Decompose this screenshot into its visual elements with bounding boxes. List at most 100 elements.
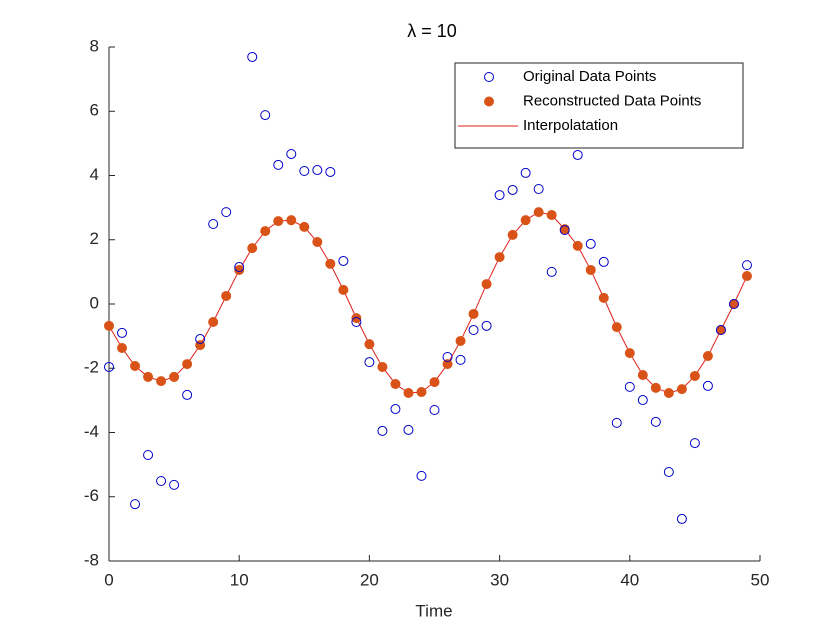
data-point (182, 389, 193, 400)
data-point (702, 351, 713, 362)
data-point (143, 449, 154, 460)
data-point (494, 190, 505, 201)
data-point (221, 290, 232, 301)
data-point (403, 424, 414, 435)
data-point (689, 438, 700, 449)
data-point (676, 384, 687, 395)
data-point (585, 264, 596, 275)
data-point (546, 210, 557, 221)
data-point (741, 260, 752, 271)
data-point (377, 361, 388, 372)
data-point (507, 229, 518, 240)
data-point (338, 255, 349, 266)
data-point (624, 348, 635, 359)
data-point (572, 240, 583, 251)
y-tick-label: 2 (90, 229, 99, 248)
data-point (338, 284, 349, 295)
data-point (663, 387, 674, 398)
data-point (481, 320, 492, 331)
y-tick-label: -8 (84, 550, 99, 569)
x-tick-label: 20 (360, 570, 379, 589)
data-point (104, 320, 114, 331)
data-point (455, 354, 466, 365)
data-point (741, 271, 752, 282)
data-point (585, 238, 596, 249)
data-point (546, 266, 557, 277)
x-tick-label: 40 (620, 570, 639, 589)
data-point (403, 387, 414, 398)
data-point (663, 467, 674, 478)
data-point (299, 166, 310, 177)
data-point (312, 236, 323, 247)
legend-swatch (484, 96, 494, 107)
data-point (611, 417, 622, 428)
data-point (416, 470, 427, 481)
legend-label: Original Data Points (523, 68, 656, 85)
data-point (390, 378, 401, 389)
data-point (130, 361, 141, 372)
data-point (689, 370, 700, 381)
data-point (351, 316, 362, 327)
data-point (481, 279, 492, 290)
x-tick-label: 50 (751, 570, 770, 589)
line (108, 211, 748, 394)
data-point (273, 159, 284, 170)
data-point (130, 499, 141, 510)
data-point (260, 110, 271, 121)
data-point (351, 313, 362, 324)
data-point (286, 148, 297, 159)
data-point (234, 262, 245, 273)
data-point (429, 377, 440, 388)
data-point (364, 357, 375, 368)
legend-box (454, 62, 744, 149)
data-point (377, 425, 388, 436)
data-point (169, 371, 180, 382)
data-point (156, 376, 167, 387)
data-point (299, 221, 310, 232)
data-point (208, 316, 219, 327)
data-point (182, 359, 193, 370)
x-tick-label: 0 (104, 570, 113, 589)
data-point (598, 256, 609, 267)
data-point (364, 339, 375, 350)
data-point (650, 416, 661, 427)
data-point (520, 215, 531, 226)
data-point (533, 183, 544, 194)
data-point (494, 252, 505, 263)
data-point (286, 215, 297, 226)
data-point (325, 258, 336, 269)
data-point (468, 325, 479, 336)
data-point (520, 167, 531, 178)
x-tick-label: 10 (230, 570, 249, 589)
data-point (598, 292, 609, 303)
y-tick-label: 0 (90, 293, 99, 312)
data-point (104, 361, 114, 372)
data-point (195, 334, 206, 345)
data-point (273, 216, 284, 227)
legend-label: Interpolatation (523, 117, 618, 134)
data-point (169, 479, 180, 490)
data-point (117, 327, 128, 338)
data-point (208, 219, 219, 230)
y-tick-label: -2 (84, 358, 99, 377)
data-point (416, 387, 427, 398)
data-point (507, 184, 518, 195)
data-point (390, 404, 401, 415)
data-point (702, 380, 713, 391)
data-point (611, 322, 622, 333)
data-point (312, 165, 323, 176)
legend-label: Reconstructed Data Points (523, 92, 701, 109)
data-point (429, 405, 440, 416)
y-tick-label: -4 (84, 422, 99, 441)
data-point (247, 51, 258, 62)
data-point (221, 207, 232, 218)
legend: Original Data Points Reconstructed Data P… (454, 62, 744, 149)
data-point (637, 369, 648, 380)
data-point (468, 308, 479, 319)
y-tick-label: 6 (90, 101, 99, 120)
data-point (455, 335, 466, 346)
data-point (572, 149, 583, 160)
data-point (143, 371, 154, 382)
data-point (533, 207, 544, 218)
